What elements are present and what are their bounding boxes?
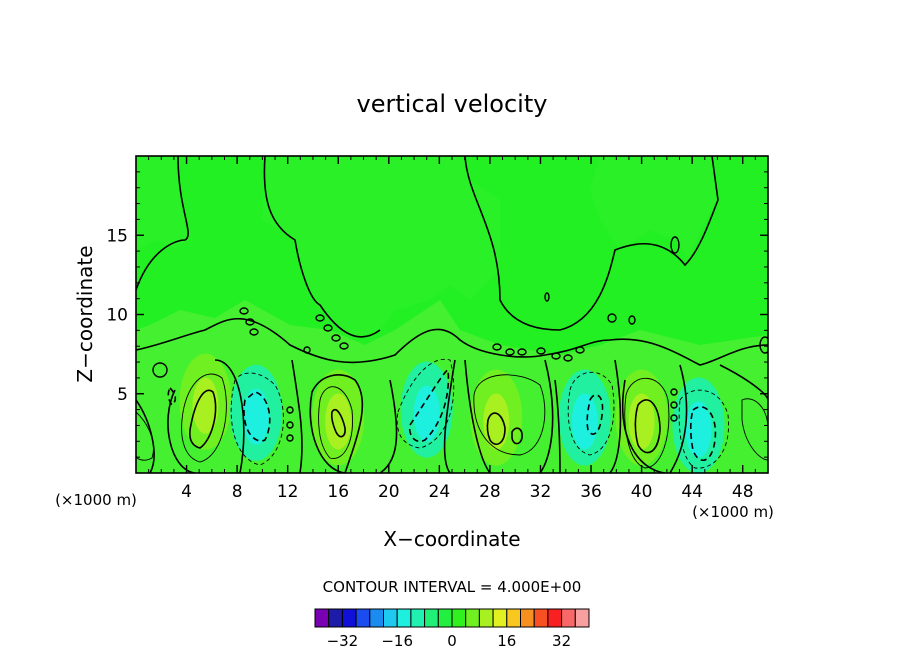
colorbar-swatch (355, 608, 371, 628)
x-tick-label: 44 (681, 482, 703, 502)
y-axis-title: Z−coordinate (73, 245, 97, 382)
colorbar-swatch (561, 608, 576, 628)
x-unit-left: (×1000 m) (55, 491, 137, 509)
contour-loops (152, 236, 768, 442)
colorbar-swatch (520, 608, 535, 628)
contour-fill-upper (136, 156, 190, 250)
x-tick-label: 48 (732, 482, 754, 502)
chart-title: vertical velocity (357, 90, 548, 118)
x-unit-right: (×1000 m) (692, 503, 774, 521)
colorbar-label: 32 (552, 632, 571, 650)
draft-core-up (628, 393, 655, 450)
colorbar-swatch (547, 608, 563, 628)
x-tick-label: 24 (429, 482, 451, 502)
colorbar-label: −32 (327, 632, 359, 650)
y-tick-label: 5 (117, 385, 128, 405)
colorbar-swatch (341, 608, 357, 628)
colorbar-swatch (424, 608, 439, 628)
colorbar-label: 16 (497, 632, 516, 650)
colorbar-swatch (506, 608, 521, 628)
x-tick-label: 20 (378, 482, 400, 502)
x-tick-label: 40 (631, 482, 653, 502)
draft-core-up (325, 393, 352, 450)
draft-core-down (571, 393, 598, 450)
draft-core-down (685, 401, 712, 458)
contour-fill-band (136, 300, 768, 473)
y-axis: 5 10 15 (106, 171, 768, 458)
negative-contours (167, 369, 717, 461)
draft-core-down (243, 388, 270, 445)
y-tick-label: 15 (106, 226, 128, 246)
colorbar-swatch (437, 608, 453, 628)
contour-fill-upper (262, 156, 500, 340)
colorbar-swatch (369, 608, 384, 628)
colorbar-swatch (396, 608, 412, 628)
colorbar-swatch (492, 608, 508, 628)
colorbar-swatch (451, 608, 467, 628)
colorbar-swatch (314, 608, 330, 628)
x-tick-label: 16 (327, 482, 349, 502)
positive-contours (189, 389, 661, 454)
x-tick-label: 8 (232, 482, 243, 502)
y-tick-label: 10 (106, 306, 128, 326)
positive-contours-outer (136, 373, 768, 469)
contour-lines (136, 156, 768, 473)
x-axis: 4 8 12 16 20 24 28 32 36 40 44 48 (148, 156, 756, 502)
colorbar-swatch (328, 608, 343, 628)
draft-core-down (413, 385, 440, 442)
x-tick-label: 12 (277, 482, 299, 502)
x-tick-label: 36 (580, 482, 602, 502)
colorbar-swatch (533, 608, 549, 628)
colorbar-label: 0 (447, 632, 457, 650)
x-axis-title: X−coordinate (383, 527, 520, 551)
colorbar-swatch (478, 608, 494, 628)
draft-core-up (483, 393, 510, 450)
x-tick-label: 28 (479, 482, 501, 502)
colorbar-swatch (574, 608, 590, 628)
contour-interval-label: CONTOUR INTERVAL = 4.000E+00 (323, 578, 582, 596)
colorbar-swatch (410, 608, 426, 628)
x-tick-label: 32 (530, 482, 552, 502)
colorbar-swatch (465, 608, 480, 628)
negative-contours-outer (230, 358, 730, 469)
colorbar-swatch (383, 608, 398, 628)
contour-fill-upper (590, 156, 718, 260)
colorbar-label: −16 (381, 632, 413, 650)
colorbar: −32 −16 0 16 32 (314, 608, 590, 650)
x-tick-label: 4 (181, 482, 192, 502)
plot-area (136, 156, 768, 473)
